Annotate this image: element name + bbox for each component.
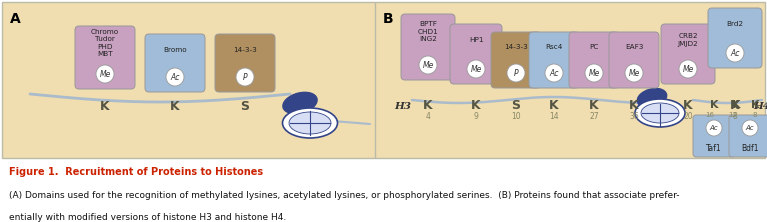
Text: Ac: Ac: [730, 48, 739, 57]
Circle shape: [507, 64, 525, 82]
Text: BPTF: BPTF: [419, 21, 437, 27]
Text: H4: H4: [753, 101, 767, 111]
Circle shape: [706, 120, 722, 136]
Ellipse shape: [283, 92, 317, 114]
Text: A: A: [10, 12, 21, 26]
Text: 10: 10: [511, 111, 521, 121]
Text: Me: Me: [423, 61, 433, 69]
Ellipse shape: [641, 103, 679, 123]
Text: K: K: [732, 100, 740, 110]
Text: B: B: [383, 12, 393, 26]
FancyBboxPatch shape: [75, 26, 135, 89]
Text: 16: 16: [706, 112, 715, 118]
Text: Me: Me: [99, 69, 110, 79]
Text: K: K: [170, 99, 179, 113]
Circle shape: [419, 56, 437, 74]
Text: Figure 1.  Recruitment of Proteins to Histones: Figure 1. Recruitment of Proteins to His…: [9, 167, 263, 177]
Circle shape: [726, 44, 744, 62]
Text: K: K: [683, 99, 693, 111]
Text: entially with modified versions of histone H3 and histone H4.: entially with modified versions of histo…: [9, 213, 286, 222]
Text: PC: PC: [589, 44, 599, 50]
Text: Ac: Ac: [709, 125, 719, 131]
Ellipse shape: [282, 108, 337, 138]
Text: Rsc4: Rsc4: [545, 44, 563, 50]
Text: Taf1: Taf1: [706, 143, 722, 153]
Text: 4: 4: [426, 111, 430, 121]
Ellipse shape: [635, 99, 685, 127]
Circle shape: [625, 64, 643, 82]
FancyBboxPatch shape: [491, 32, 541, 88]
Text: Me: Me: [628, 69, 640, 77]
Text: H3: H3: [394, 101, 412, 111]
Text: K: K: [629, 99, 639, 111]
Text: 8: 8: [732, 111, 737, 121]
Text: 14: 14: [549, 111, 559, 121]
Text: Tudor: Tudor: [95, 36, 115, 42]
Text: Me: Me: [588, 69, 600, 77]
Text: Ac: Ac: [549, 69, 558, 77]
FancyBboxPatch shape: [569, 32, 619, 88]
Text: PHD: PHD: [97, 44, 113, 50]
Text: 20: 20: [683, 111, 693, 121]
Circle shape: [585, 64, 603, 82]
Text: K: K: [100, 99, 110, 113]
Text: Bdf1: Bdf1: [741, 143, 759, 153]
FancyBboxPatch shape: [529, 32, 579, 88]
Text: (A) Domains used for the recognition of methylated lysines, acetylated lysines, : (A) Domains used for the recognition of …: [9, 191, 680, 200]
FancyBboxPatch shape: [661, 24, 715, 84]
FancyBboxPatch shape: [450, 24, 502, 84]
FancyBboxPatch shape: [215, 34, 275, 92]
Text: 36: 36: [629, 111, 639, 121]
Text: 8: 8: [752, 112, 757, 118]
Text: 14-3-3: 14-3-3: [233, 46, 257, 52]
Text: K: K: [709, 100, 718, 110]
Text: K: K: [589, 99, 599, 111]
Text: Bromo: Bromo: [163, 46, 187, 52]
Text: Ac: Ac: [170, 73, 179, 81]
Text: K: K: [423, 99, 433, 111]
Text: K: K: [751, 100, 759, 110]
Text: ING2: ING2: [419, 36, 437, 42]
Text: EAF3: EAF3: [625, 44, 644, 50]
Text: Chromo: Chromo: [91, 28, 119, 34]
Circle shape: [742, 120, 758, 136]
Circle shape: [679, 60, 697, 78]
Text: HP1: HP1: [469, 37, 483, 43]
Text: 9: 9: [473, 111, 479, 121]
Text: P: P: [242, 73, 247, 81]
Text: S: S: [512, 99, 521, 111]
Text: Me: Me: [470, 65, 482, 73]
Circle shape: [166, 68, 184, 86]
FancyBboxPatch shape: [401, 14, 455, 80]
FancyBboxPatch shape: [708, 8, 762, 68]
Text: CRB2: CRB2: [678, 33, 698, 39]
Text: 14-3-3: 14-3-3: [504, 44, 528, 50]
Text: S: S: [241, 99, 249, 113]
Text: MBT: MBT: [97, 51, 113, 57]
Text: Ac: Ac: [746, 125, 754, 131]
Circle shape: [545, 64, 563, 82]
Text: P: P: [514, 69, 518, 77]
Text: K: K: [471, 99, 481, 111]
Text: JMJD2: JMJD2: [677, 41, 699, 47]
Text: Me: Me: [683, 65, 693, 73]
Text: 27: 27: [589, 111, 599, 121]
Ellipse shape: [637, 89, 667, 107]
FancyBboxPatch shape: [2, 2, 765, 158]
Circle shape: [96, 65, 114, 83]
Text: Brd2: Brd2: [726, 21, 743, 27]
FancyBboxPatch shape: [145, 34, 205, 92]
Text: K: K: [549, 99, 559, 111]
Ellipse shape: [289, 112, 331, 134]
FancyBboxPatch shape: [729, 115, 767, 157]
Text: K: K: [730, 99, 740, 111]
FancyBboxPatch shape: [609, 32, 659, 88]
Text: CHD1: CHD1: [417, 28, 439, 34]
FancyBboxPatch shape: [693, 115, 735, 157]
Circle shape: [467, 60, 485, 78]
Circle shape: [236, 68, 254, 86]
Text: 12: 12: [729, 112, 737, 118]
